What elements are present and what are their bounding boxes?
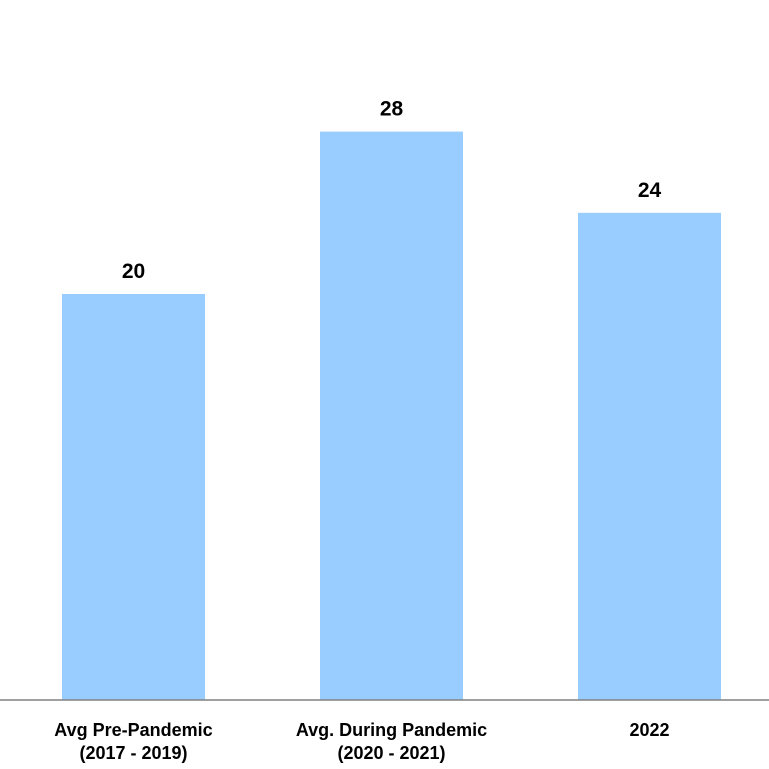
category-labels-group: Avg Pre-Pandemic (2017 - 2019) Avg. During… — [54, 720, 669, 763]
category-label-line: (2020 - 2021) — [337, 743, 445, 763]
category-label-2: 2022 — [629, 720, 669, 740]
category-label-1: Avg. During Pandemic (2020 - 2021) — [296, 720, 487, 763]
category-label-line: 2022 — [629, 720, 669, 740]
value-label-0: 20 — [122, 260, 145, 283]
bar-1 — [320, 131, 463, 701]
category-label-line: Avg. During Pandemic — [296, 720, 487, 740]
value-labels-group: 20 28 24 — [122, 98, 662, 283]
category-label-0: Avg Pre-Pandemic (2017 - 2019) — [54, 720, 212, 763]
bar-2 — [578, 212, 721, 701]
category-label-line: (2017 - 2019) — [79, 743, 187, 763]
category-label-line: Avg Pre-Pandemic — [54, 720, 212, 740]
value-label-1: 28 — [380, 98, 404, 121]
bar-0 — [62, 294, 205, 700]
value-label-2: 24 — [638, 179, 662, 202]
bars-group — [62, 131, 721, 701]
